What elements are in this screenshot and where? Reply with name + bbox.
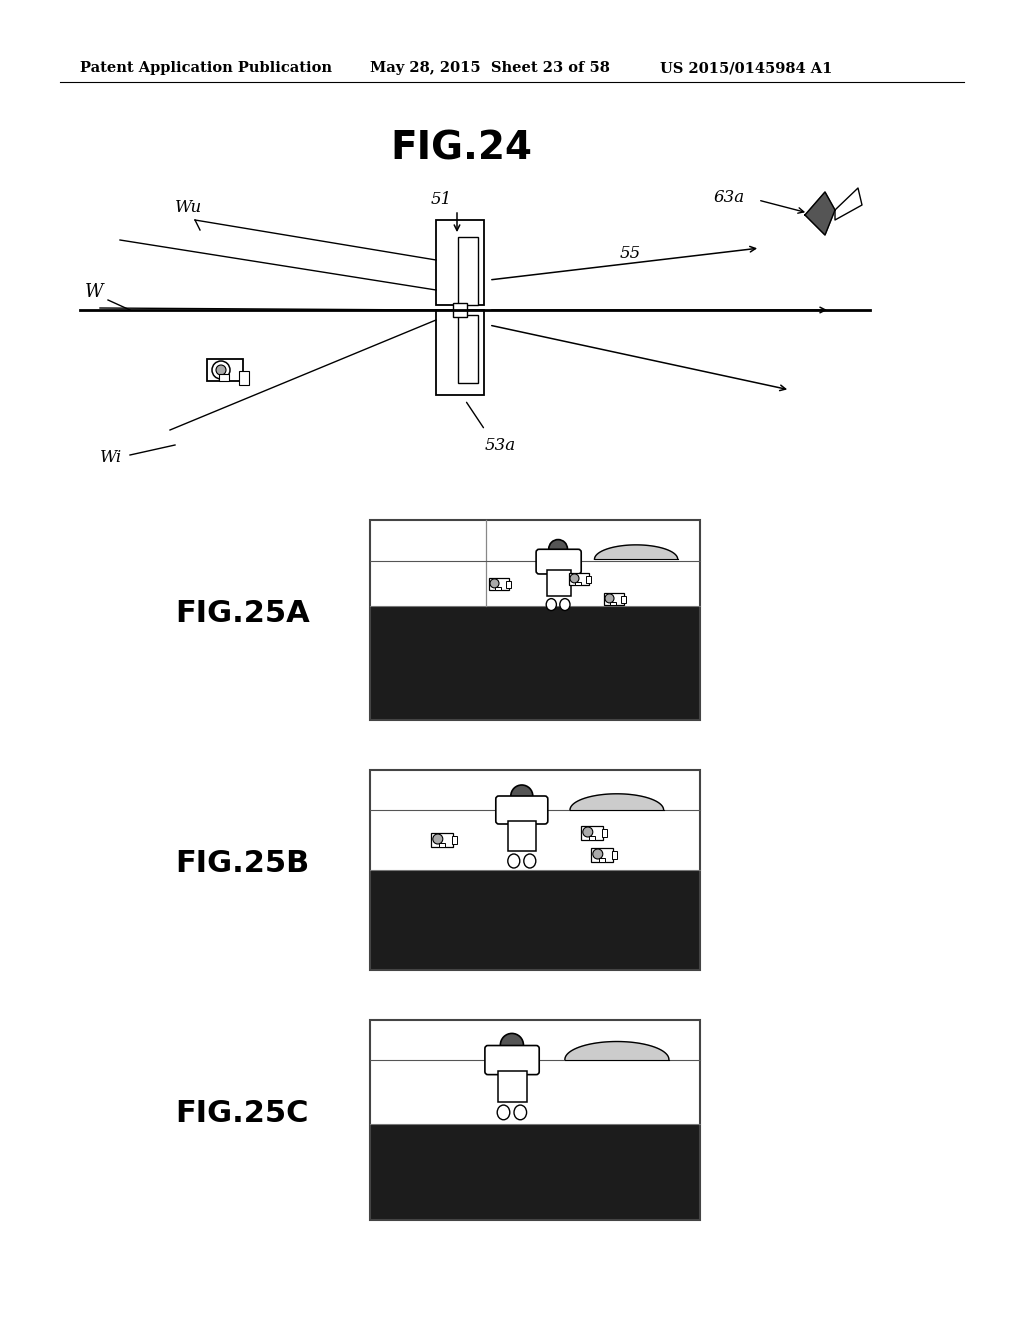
Bar xyxy=(431,833,453,847)
Bar xyxy=(622,595,626,603)
Bar xyxy=(604,593,624,606)
Ellipse shape xyxy=(498,1105,510,1119)
Ellipse shape xyxy=(560,599,570,611)
Bar xyxy=(453,304,467,317)
Circle shape xyxy=(216,366,226,375)
Bar xyxy=(370,520,700,719)
Bar xyxy=(370,1125,700,1220)
Ellipse shape xyxy=(514,1105,526,1119)
Bar xyxy=(370,520,700,606)
Bar xyxy=(439,843,444,847)
Polygon shape xyxy=(570,793,664,810)
Polygon shape xyxy=(835,187,862,220)
Bar xyxy=(370,606,700,719)
Bar xyxy=(370,870,700,970)
Text: FIG.25C: FIG.25C xyxy=(175,1100,308,1129)
Text: Wi: Wi xyxy=(100,450,122,466)
Bar xyxy=(508,821,536,851)
Bar xyxy=(589,836,595,840)
Bar xyxy=(581,826,603,840)
Text: FIG.24: FIG.24 xyxy=(390,129,532,168)
Circle shape xyxy=(593,849,603,859)
Bar xyxy=(239,371,249,385)
Ellipse shape xyxy=(508,854,520,869)
Bar xyxy=(547,570,571,595)
Bar xyxy=(610,602,615,606)
Bar xyxy=(586,576,591,583)
Bar xyxy=(506,581,511,587)
Bar xyxy=(436,220,484,305)
Text: FIG.25A: FIG.25A xyxy=(175,599,309,628)
Circle shape xyxy=(212,360,230,379)
Bar xyxy=(370,770,700,870)
Bar xyxy=(575,582,581,585)
Ellipse shape xyxy=(546,599,556,611)
Text: 53a: 53a xyxy=(484,437,515,454)
Bar xyxy=(458,315,478,383)
Bar xyxy=(496,586,501,590)
Circle shape xyxy=(570,574,579,583)
Bar xyxy=(458,238,478,305)
Circle shape xyxy=(490,579,499,587)
Text: 63a: 63a xyxy=(714,189,745,206)
Circle shape xyxy=(501,1034,523,1056)
Text: US 2015/0145984 A1: US 2015/0145984 A1 xyxy=(660,61,833,75)
Bar xyxy=(591,847,612,862)
Bar xyxy=(219,374,229,381)
Polygon shape xyxy=(565,1041,669,1060)
Bar xyxy=(436,310,484,395)
Text: FIG.25B: FIG.25B xyxy=(175,850,309,879)
Bar xyxy=(489,578,509,590)
Circle shape xyxy=(549,540,567,558)
Circle shape xyxy=(583,828,593,837)
Bar xyxy=(207,359,243,381)
Text: Patent Application Publication: Patent Application Publication xyxy=(80,61,332,75)
Text: 51: 51 xyxy=(431,191,452,209)
Polygon shape xyxy=(805,191,835,235)
Bar xyxy=(370,770,700,970)
Text: May 28, 2015  Sheet 23 of 58: May 28, 2015 Sheet 23 of 58 xyxy=(370,61,610,75)
Ellipse shape xyxy=(524,854,536,869)
Text: 55: 55 xyxy=(620,244,641,261)
Bar xyxy=(599,858,605,862)
Bar xyxy=(370,1020,700,1220)
Bar xyxy=(569,573,589,585)
Text: Wu: Wu xyxy=(175,198,203,215)
Bar xyxy=(370,1020,700,1125)
Bar xyxy=(602,829,607,837)
Circle shape xyxy=(511,785,532,807)
Bar xyxy=(452,836,457,843)
FancyBboxPatch shape xyxy=(496,796,548,824)
Circle shape xyxy=(605,594,614,603)
FancyBboxPatch shape xyxy=(537,549,582,574)
FancyBboxPatch shape xyxy=(485,1045,540,1074)
Circle shape xyxy=(433,834,442,843)
Bar xyxy=(498,1071,527,1102)
Polygon shape xyxy=(595,545,678,560)
Bar xyxy=(611,851,616,859)
Text: W: W xyxy=(85,282,103,301)
